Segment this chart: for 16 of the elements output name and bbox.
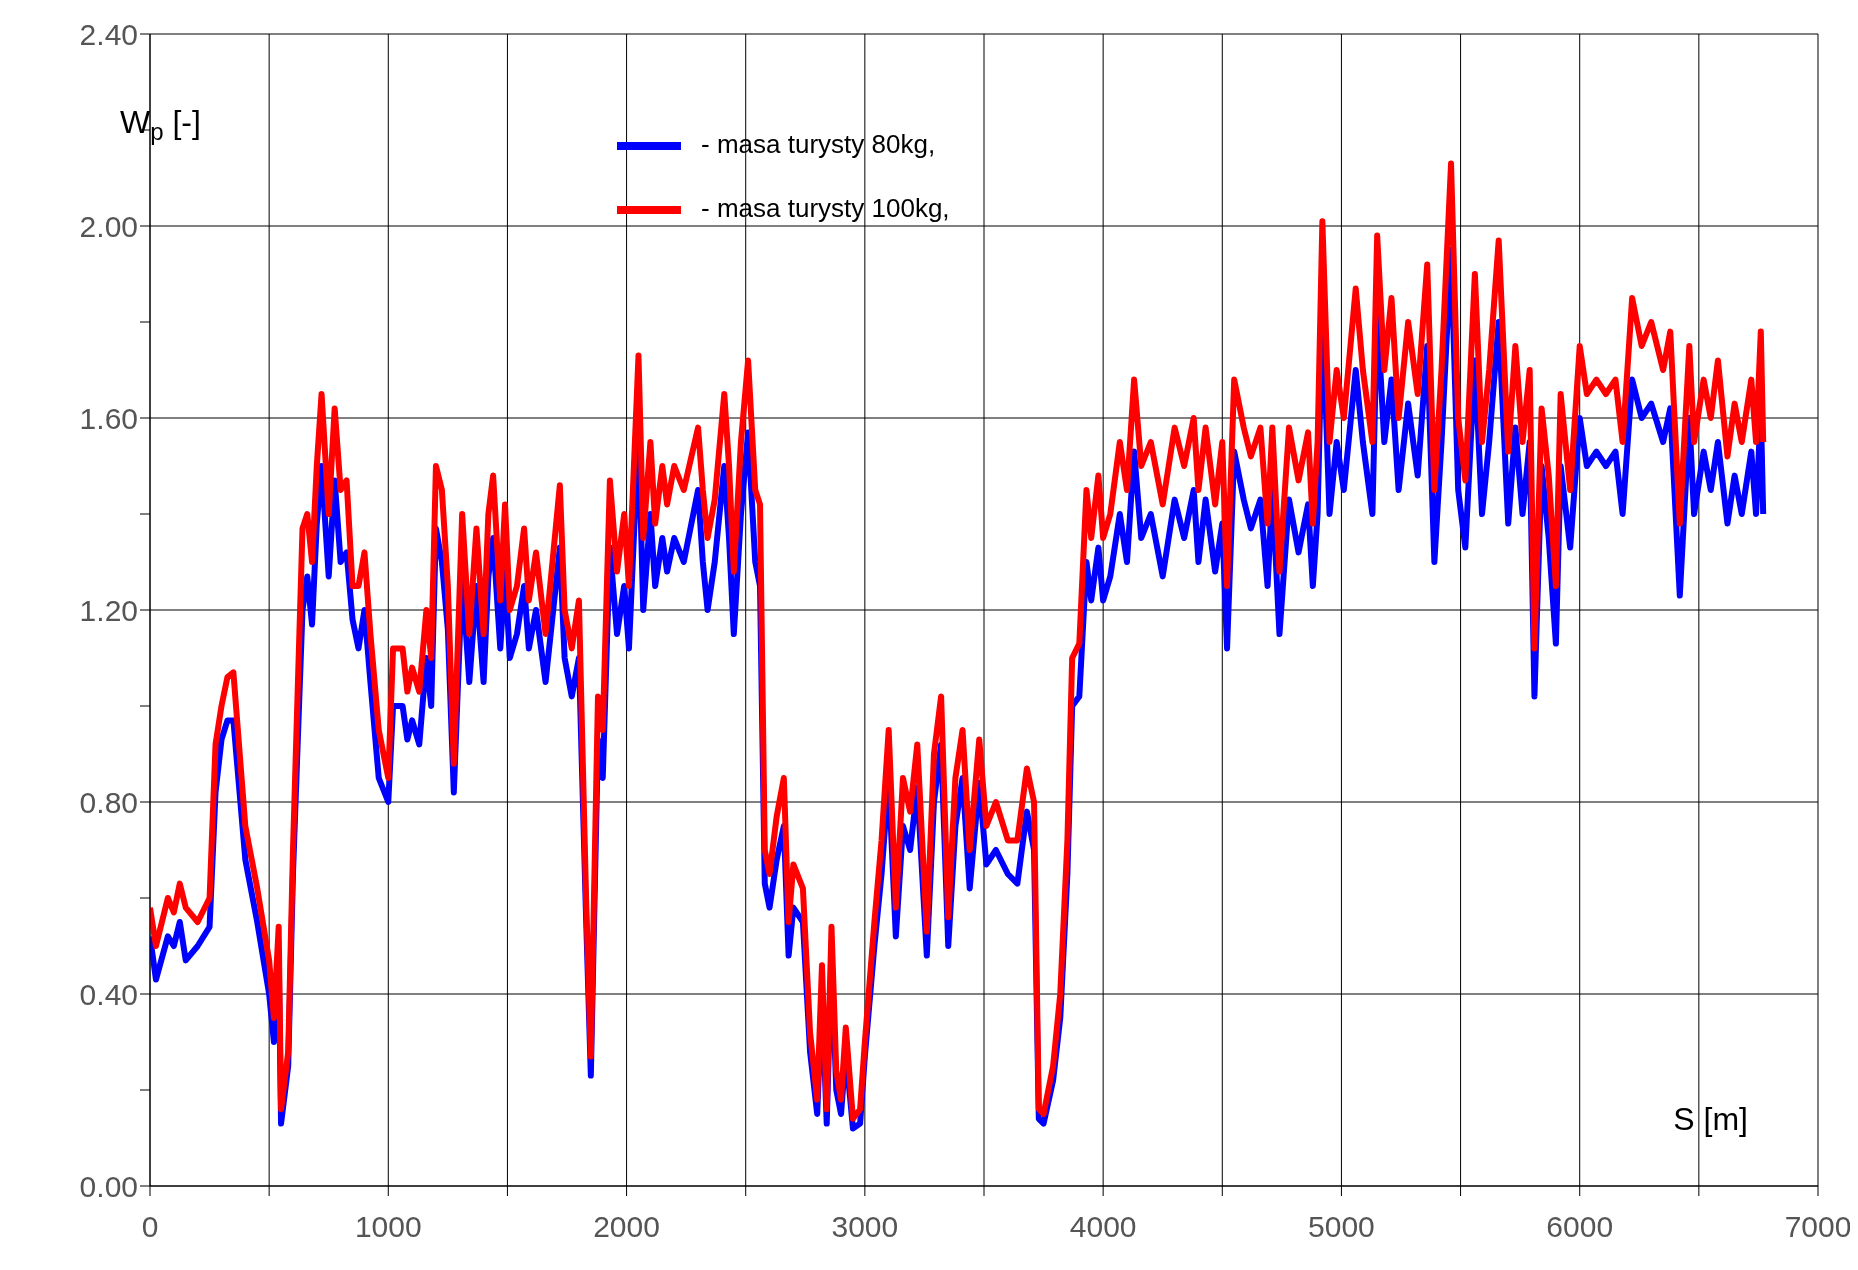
x-tick-label: 6000 (1546, 1210, 1614, 1244)
x-tick-label: 3000 (831, 1210, 899, 1244)
y-tick-label: 1.60 (79, 401, 138, 435)
y-tick-label: 2.00 (79, 209, 138, 243)
x-tick-label: 1000 (354, 1210, 422, 1244)
x-axis-title: S [m] (1673, 1101, 1748, 1137)
x-tick-label: 0 (141, 1210, 159, 1244)
x-tick-label: 7000 (1784, 1210, 1852, 1244)
y-tick-label: 0.40 (79, 977, 138, 1011)
x-tick-label: 2000 (593, 1210, 660, 1244)
x-tick-label: 4000 (1069, 1210, 1137, 1244)
y-tick-label: 1.20 (79, 593, 138, 627)
y-tick-label: 0.80 (79, 785, 138, 819)
y-tick-label: 2.40 (79, 17, 138, 51)
y-tick-label: 0.00 (79, 1169, 138, 1203)
x-tick-label: 5000 (1308, 1210, 1375, 1244)
